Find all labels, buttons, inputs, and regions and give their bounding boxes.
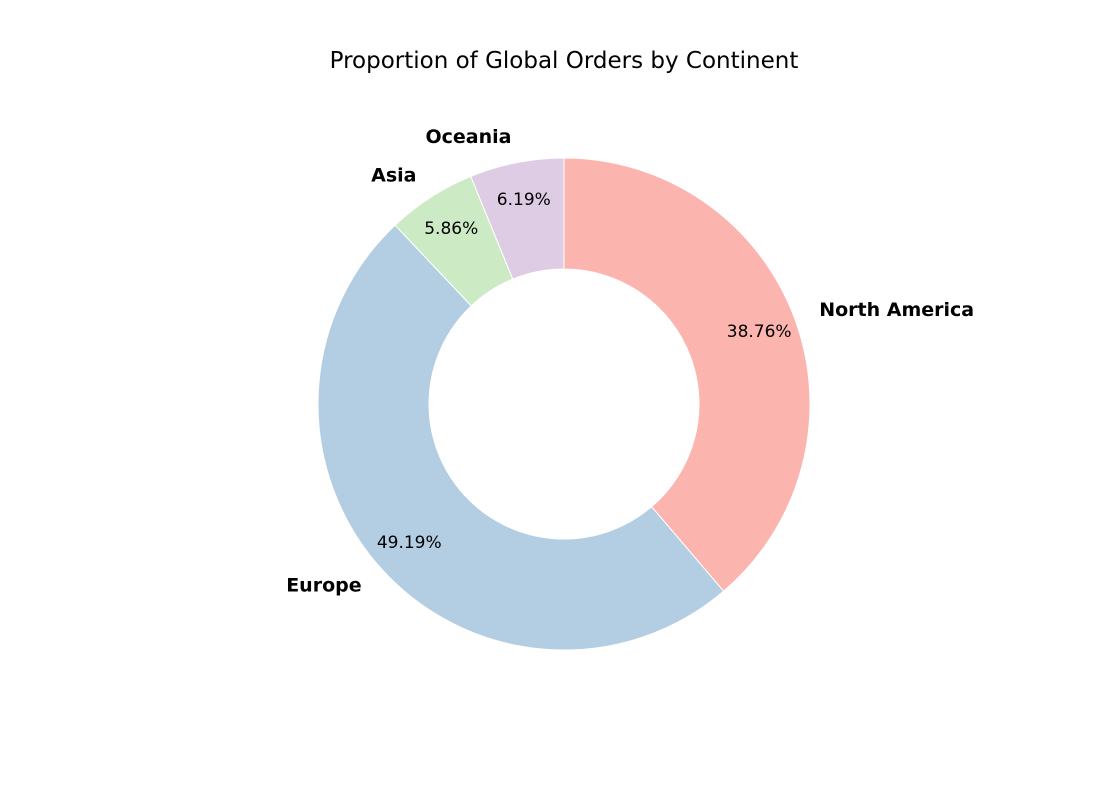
slice-label-north-america: North America: [819, 299, 974, 321]
pct-label-oceania: 6.19%: [497, 190, 551, 210]
slice-oceania: [470, 157, 565, 280]
pct-label-europe: 49.19%: [377, 533, 442, 553]
slice-label-oceania: Oceania: [425, 126, 511, 148]
pct-label-asia: 5.86%: [424, 219, 478, 239]
donut-labels: 38.76% North America 49.19% Europe 5.86% Asia…: [286, 126, 974, 597]
slice-label-asia: Asia: [371, 164, 416, 186]
donut-slices: [317, 157, 811, 651]
slice-label-europe: Europe: [286, 575, 361, 597]
chart-title: Proportion of Global Orders by Continent: [330, 48, 799, 74]
slice-north-america: [563, 157, 811, 592]
slice-europe: [317, 224, 725, 651]
pct-label-north-america: 38.76%: [727, 322, 792, 342]
